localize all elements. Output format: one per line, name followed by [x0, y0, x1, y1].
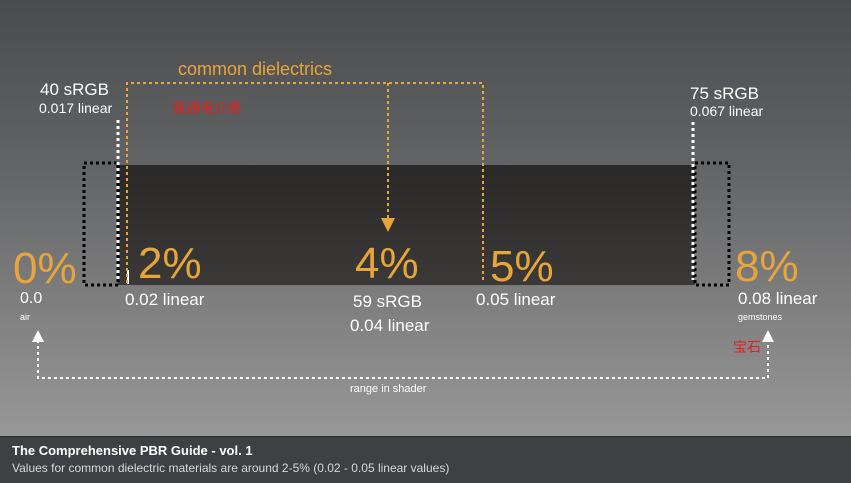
tick-5-value: 0.05 linear — [476, 290, 556, 309]
common-dielectrics-bracket — [126, 82, 484, 283]
tick-8-note: gemstones — [738, 312, 783, 322]
tick-5-pct: 5% — [490, 242, 554, 291]
center-arrow-head — [381, 218, 395, 232]
range-arrow-left — [32, 330, 44, 342]
right-marker-srgb: 75 sRGB — [690, 84, 759, 103]
range-bracket — [37, 340, 769, 379]
tick-8-pct: 8% — [735, 242, 799, 291]
range-arrow-right — [762, 330, 774, 342]
footer-title: The Comprehensive PBR Guide - vol. 1 — [12, 443, 253, 458]
dielectric-range-diagram: common dielectrics 普通电介质 40 sRGB 0.017 l… — [13, 59, 818, 395]
tick-0-value: 0.0 — [20, 290, 43, 307]
tick-2-value: 0.02 linear — [125, 290, 205, 309]
common-dielectrics-label: common dielectrics — [178, 59, 333, 79]
dielectric-bar — [118, 165, 695, 285]
right-bracket — [693, 161, 731, 287]
tick-4-pct: 4% — [355, 239, 419, 288]
tick-4-srgb: 59 sRGB — [353, 292, 422, 311]
tick-8-value: 0.08 linear — [738, 289, 818, 308]
left-marker-srgb: 40 sRGB — [40, 80, 109, 99]
tick-4-value: 0.04 linear — [350, 316, 430, 335]
range-in-shader-label: range in shader — [350, 383, 427, 395]
common-dielectrics-cn-label: 普通电介质 — [172, 101, 242, 117]
tick-0-note: air — [20, 312, 31, 322]
tick-0-pct: 0% — [13, 244, 77, 293]
right-marker-linear: 0.067 linear — [690, 103, 764, 119]
left-bracket — [82, 161, 120, 287]
diagram-graphics — [32, 82, 774, 379]
footer-subtitle: Values for common dielectric materials a… — [12, 461, 450, 475]
tick-2-pct: 2% — [138, 239, 202, 288]
footer-caption: The Comprehensive PBR Guide - vol. 1 Val… — [0, 436, 851, 483]
left-marker-linear: 0.017 linear — [39, 100, 113, 116]
tick-8-note-cn: 宝石 — [733, 340, 761, 356]
